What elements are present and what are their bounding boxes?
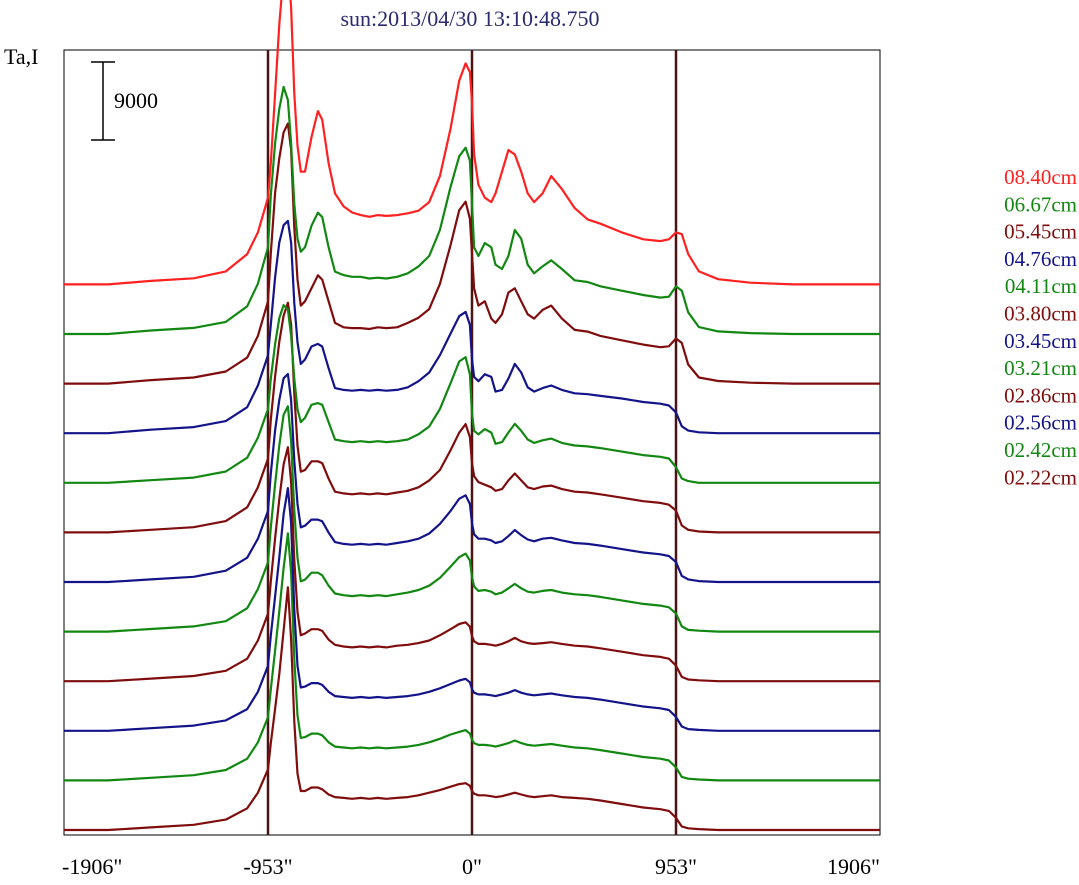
series-line-02.56cm bbox=[64, 487, 880, 732]
x-tick-label: -1906" bbox=[62, 854, 122, 879]
legend-entry-06.67cm: 06.67cm bbox=[1004, 192, 1077, 216]
legend: 08.40cm 06.67cm 05.45cm 04.76cm 04.11cm 03.80… bbox=[1004, 165, 1077, 489]
series-line-03.21cm bbox=[64, 405, 880, 633]
legend-entry-02.56cm: 02.56cm bbox=[1004, 411, 1077, 435]
legend-entry-04.76cm: 04.76cm bbox=[1004, 247, 1077, 271]
series-line-04.11cm bbox=[64, 304, 880, 484]
x-tick-label: 0" bbox=[462, 854, 482, 879]
chart-title: sun:2013/04/30 13:10:48.750 bbox=[340, 6, 599, 31]
legend-entry-03.80cm: 03.80cm bbox=[1004, 302, 1077, 326]
y-axis-label: Ta,I bbox=[4, 44, 39, 69]
series-line-08.40cm bbox=[64, 0, 880, 286]
legend-entry-02.86cm: 02.86cm bbox=[1004, 383, 1077, 407]
series-line-05.45cm bbox=[64, 122, 880, 385]
x-tick-label: -953" bbox=[243, 854, 292, 879]
x-tick-label: 953" bbox=[655, 854, 697, 879]
legend-entry-08.40cm: 08.40cm bbox=[1004, 165, 1077, 189]
series-line-03.80cm bbox=[64, 301, 880, 534]
series-line-02.86cm bbox=[64, 446, 880, 683]
series-lines bbox=[64, 0, 880, 832]
series-line-02.22cm bbox=[64, 586, 880, 832]
legend-entry-03.21cm: 03.21cm bbox=[1004, 356, 1077, 380]
series-line-02.42cm bbox=[64, 532, 880, 782]
series-line-04.76cm bbox=[64, 219, 880, 435]
series-line-03.45cm bbox=[64, 372, 880, 584]
series-line-06.67cm bbox=[64, 85, 880, 336]
legend-entry-02.22cm: 02.22cm bbox=[1004, 465, 1077, 489]
legend-entry-03.45cm: 03.45cm bbox=[1004, 329, 1077, 353]
legend-entry-05.45cm: 05.45cm bbox=[1004, 220, 1077, 244]
legend-entry-04.11cm: 04.11cm bbox=[1005, 274, 1077, 298]
vertical-markers bbox=[266, 50, 678, 835]
legend-entry-02.42cm: 02.42cm bbox=[1004, 438, 1077, 462]
x-tick-label: 1906" bbox=[827, 854, 880, 879]
scale-bar: 9000 bbox=[91, 61, 158, 141]
scale-bar-label: 9000 bbox=[114, 88, 158, 113]
x-tick-labels: -1906" -953" 0" 953" 1906" bbox=[62, 854, 880, 879]
